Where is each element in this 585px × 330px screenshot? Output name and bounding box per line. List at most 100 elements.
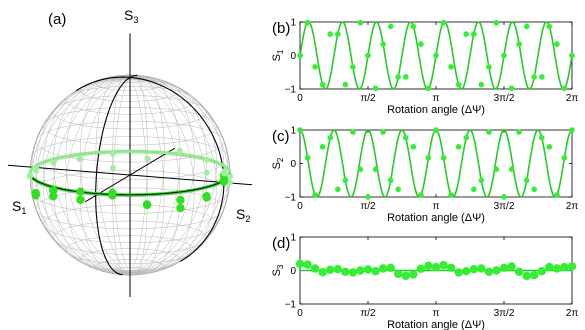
data-point bbox=[531, 186, 537, 193]
data-point bbox=[486, 64, 492, 70]
data-point bbox=[395, 74, 402, 80]
data-point bbox=[478, 177, 485, 184]
data-point bbox=[567, 262, 577, 271]
data-point bbox=[508, 85, 515, 92]
sphere-data-point bbox=[76, 187, 85, 196]
data-point bbox=[357, 19, 364, 26]
sphere-longitude-line bbox=[53, 76, 207, 274]
x-tick-label: 0 bbox=[297, 308, 303, 319]
y-tick-label: 0 bbox=[290, 266, 296, 277]
data-point bbox=[327, 31, 334, 37]
data-point bbox=[523, 177, 530, 184]
data-point bbox=[303, 260, 312, 269]
data-point bbox=[569, 127, 575, 133]
data-point bbox=[455, 81, 462, 88]
data-point bbox=[357, 166, 364, 172]
data-point bbox=[341, 267, 350, 276]
data-point bbox=[356, 266, 365, 275]
panel-label-a: (a) bbox=[48, 11, 66, 28]
data-point bbox=[523, 23, 530, 30]
data-point bbox=[561, 85, 568, 92]
data-point bbox=[295, 259, 305, 268]
data-point bbox=[342, 177, 349, 184]
plot-frame bbox=[299, 129, 573, 198]
data-point bbox=[365, 52, 371, 59]
data-point bbox=[545, 262, 554, 272]
data-point bbox=[439, 260, 448, 270]
data-point bbox=[386, 263, 395, 272]
sphere-data-point bbox=[176, 148, 183, 155]
sphere-longitude-line bbox=[65, 75, 195, 275]
data-point bbox=[522, 271, 531, 281]
data-point bbox=[493, 166, 500, 172]
data-point bbox=[297, 127, 303, 133]
data-point bbox=[440, 19, 447, 26]
sphere-data-point bbox=[227, 173, 233, 180]
data-point bbox=[425, 85, 432, 92]
x-tick-label: π/2 bbox=[360, 308, 376, 319]
sphere-trajectory bbox=[27, 147, 233, 213]
data-point bbox=[372, 85, 379, 92]
data-point bbox=[403, 74, 409, 80]
sphere-data-point bbox=[219, 176, 229, 185]
x-tick-label: 2π bbox=[566, 93, 579, 104]
data-point bbox=[501, 52, 507, 59]
data-point bbox=[380, 129, 386, 135]
data-point bbox=[425, 155, 432, 161]
data-point bbox=[546, 144, 553, 150]
data-point bbox=[446, 263, 456, 272]
sphere-data-point bbox=[76, 155, 83, 162]
data-point bbox=[350, 129, 356, 135]
data-point bbox=[410, 144, 417, 150]
s1-axis-label: S1 bbox=[12, 198, 26, 216]
sphere-data-point bbox=[202, 192, 211, 201]
y-tick-label: −1 bbox=[285, 300, 297, 311]
sphere-data-point bbox=[221, 170, 228, 177]
data-point bbox=[319, 81, 326, 88]
sphere-data-point bbox=[176, 195, 185, 205]
y-axis-label: S2 bbox=[271, 157, 285, 169]
x-tick-label: 3π/2 bbox=[494, 93, 515, 104]
data-point bbox=[560, 262, 569, 272]
x-tick-label: π/2 bbox=[360, 201, 376, 212]
data-point bbox=[335, 31, 341, 37]
x-tick-label: π bbox=[433, 308, 440, 319]
x-tick-label: 2π bbox=[566, 201, 579, 212]
y-tick-label: 1 bbox=[290, 126, 296, 137]
sphere-data-point bbox=[76, 195, 85, 205]
data-point bbox=[335, 186, 341, 193]
y-tick-label: 1 bbox=[290, 18, 296, 29]
data-point bbox=[304, 19, 311, 26]
x-tick-label: 2π bbox=[566, 308, 579, 319]
data-point bbox=[326, 265, 335, 274]
y-axis-label: S3 bbox=[271, 264, 285, 276]
sphere-longitude-line bbox=[65, 75, 195, 275]
panel-label-b: (b) bbox=[272, 20, 290, 37]
y-tick-label: 0 bbox=[290, 51, 296, 62]
sphere-data-point bbox=[49, 186, 58, 195]
data-point bbox=[380, 41, 386, 47]
data-point bbox=[455, 144, 462, 150]
y-tick-label: −1 bbox=[285, 85, 297, 96]
data-point bbox=[433, 52, 439, 59]
data-point bbox=[431, 262, 441, 272]
data-point bbox=[418, 192, 424, 198]
data-point bbox=[537, 267, 546, 276]
sphere-trajectory-back bbox=[28, 149, 232, 173]
data-point bbox=[310, 264, 320, 273]
data-point bbox=[387, 23, 394, 30]
data-point bbox=[561, 155, 568, 161]
data-point bbox=[492, 266, 501, 275]
sphere-data-point bbox=[109, 164, 116, 171]
sphere-data-point bbox=[144, 155, 151, 162]
panel-label-c: (c) bbox=[272, 128, 290, 145]
data-point bbox=[539, 74, 545, 80]
y-tick-label: −1 bbox=[285, 193, 297, 204]
data-point bbox=[410, 23, 417, 30]
sphere-wireframe bbox=[7, 33, 253, 297]
data-point bbox=[554, 41, 560, 47]
x-tick-label: 3π/2 bbox=[494, 201, 515, 212]
data-point bbox=[507, 262, 516, 271]
